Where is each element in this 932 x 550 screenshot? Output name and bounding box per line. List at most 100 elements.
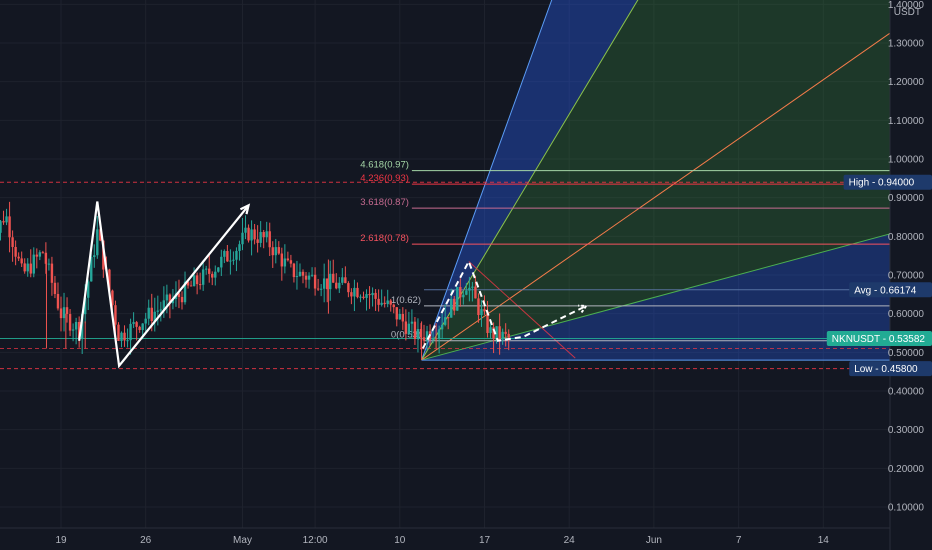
- candle-body: [74, 321, 78, 330]
- candle-body: [8, 216, 11, 238]
- candle-body: [47, 263, 51, 265]
- candle-body: [404, 321, 408, 334]
- projection-arrowhead: [578, 304, 589, 314]
- candle-body: [401, 313, 405, 322]
- candle-body: [126, 340, 129, 342]
- price-axis-tick-label: 0.70000: [888, 271, 925, 282]
- candle-body: [111, 290, 114, 306]
- time-axis-tick-label: 19: [55, 535, 67, 546]
- gann-fan-ray[interactable]: [421, 190, 932, 361]
- price-axis-tick-label: 0.10000: [888, 503, 925, 514]
- candle-body: [495, 326, 498, 339]
- candle-body: [159, 309, 163, 311]
- candle-body: [274, 247, 277, 256]
- price-axis-tick-label: 0.50000: [888, 348, 925, 359]
- candle-body: [277, 247, 280, 254]
- candle-body: [286, 258, 290, 261]
- candle-body: [223, 251, 226, 257]
- candle-body: [226, 251, 229, 262]
- candle-body: [440, 324, 444, 330]
- candle-body: [177, 293, 181, 297]
- candle-body: [377, 298, 380, 305]
- candle-body: [23, 263, 26, 272]
- gann-fan[interactable]: [421, 0, 932, 361]
- candle-body: [504, 331, 507, 334]
- candle-body: [241, 232, 244, 245]
- fib-level-label: 4.618(0.97): [360, 160, 409, 171]
- candle-body: [292, 263, 296, 278]
- drawings[interactable]: [78, 201, 589, 369]
- candle-body: [462, 294, 465, 298]
- price-tag-label: Avg - 0.66174: [854, 285, 917, 296]
- fib-level-label: 4.236(0.93): [360, 173, 409, 184]
- candle-body: [214, 271, 217, 278]
- candle-body: [144, 318, 147, 324]
- zigzag-pattern[interactable]: [78, 201, 250, 369]
- candle-body: [165, 294, 169, 301]
- candles: [0, 201, 510, 361]
- candle-body: [365, 294, 368, 298]
- price-axis[interactable]: 0.10000 0.20000 0.30000 0.40000 0.50000 0.600…: [888, 0, 925, 514]
- candle-body: [117, 324, 120, 341]
- candle-body: [501, 331, 504, 340]
- gann-fan-ray[interactable]: [421, 0, 932, 361]
- price-tag-bg: [843, 174, 932, 190]
- price-axis-tick-label: 0.40000: [888, 387, 925, 398]
- gann-fan-ray[interactable]: [421, 0, 932, 361]
- candle-body: [374, 292, 377, 299]
- candle-body: [259, 232, 262, 243]
- candle-body: [262, 232, 265, 238]
- candle-body: [229, 260, 232, 262]
- candle-body: [32, 254, 35, 274]
- candle-body: [322, 278, 326, 289]
- candle-body: [0, 221, 2, 233]
- price-axis-bg: [890, 0, 932, 550]
- candle-body: [347, 283, 350, 293]
- fib-level-label: 3.618(0.87): [360, 197, 409, 208]
- candle-body: [162, 300, 166, 310]
- candle-body: [425, 331, 429, 341]
- candle-body: [319, 288, 323, 290]
- time-axis-tick-label: 14: [818, 535, 830, 546]
- candle-body: [211, 273, 214, 278]
- projection-path[interactable]: [421, 259, 587, 349]
- candle-body: [407, 323, 411, 334]
- candle-body: [180, 296, 184, 303]
- candle-body: [153, 311, 156, 322]
- candle-body: [84, 297, 87, 315]
- gann-fan-ray[interactable]: [421, 0, 932, 361]
- candle-body: [87, 281, 90, 298]
- candle-body: [456, 287, 459, 311]
- candle-body: [201, 269, 205, 285]
- candle-body: [468, 287, 471, 291]
- fan-diagonal[interactable]: [468, 261, 576, 359]
- candle-body: [238, 244, 241, 251]
- candle-body: [114, 305, 117, 325]
- candle-body: [11, 237, 14, 247]
- candle-body: [17, 256, 20, 259]
- candle-body: [450, 298, 453, 318]
- price-tag-label: NKNUSDT - 0.53582: [832, 334, 926, 345]
- candle-body: [392, 304, 395, 308]
- price-lines: [0, 181, 890, 370]
- candle-body: [283, 258, 287, 267]
- candle-body: [53, 282, 57, 294]
- candle-body: [268, 231, 271, 248]
- grid: [0, 0, 909, 528]
- candle-body: [205, 268, 208, 270]
- candle-body: [329, 273, 332, 290]
- candle-body: [71, 329, 75, 331]
- candle-body: [359, 296, 362, 298]
- currency-label: USDT: [894, 7, 921, 18]
- candle-body: [26, 263, 29, 272]
- candle-body: [304, 275, 308, 280]
- candle-body: [280, 253, 284, 267]
- candle-body: [368, 294, 371, 296]
- candle-body: [371, 292, 374, 296]
- candle-body: [298, 271, 302, 277]
- price-axis-tick-label: 0.30000: [888, 425, 925, 436]
- candle-body: [434, 338, 438, 340]
- candle-body: [498, 326, 501, 340]
- candle-body: [335, 282, 338, 289]
